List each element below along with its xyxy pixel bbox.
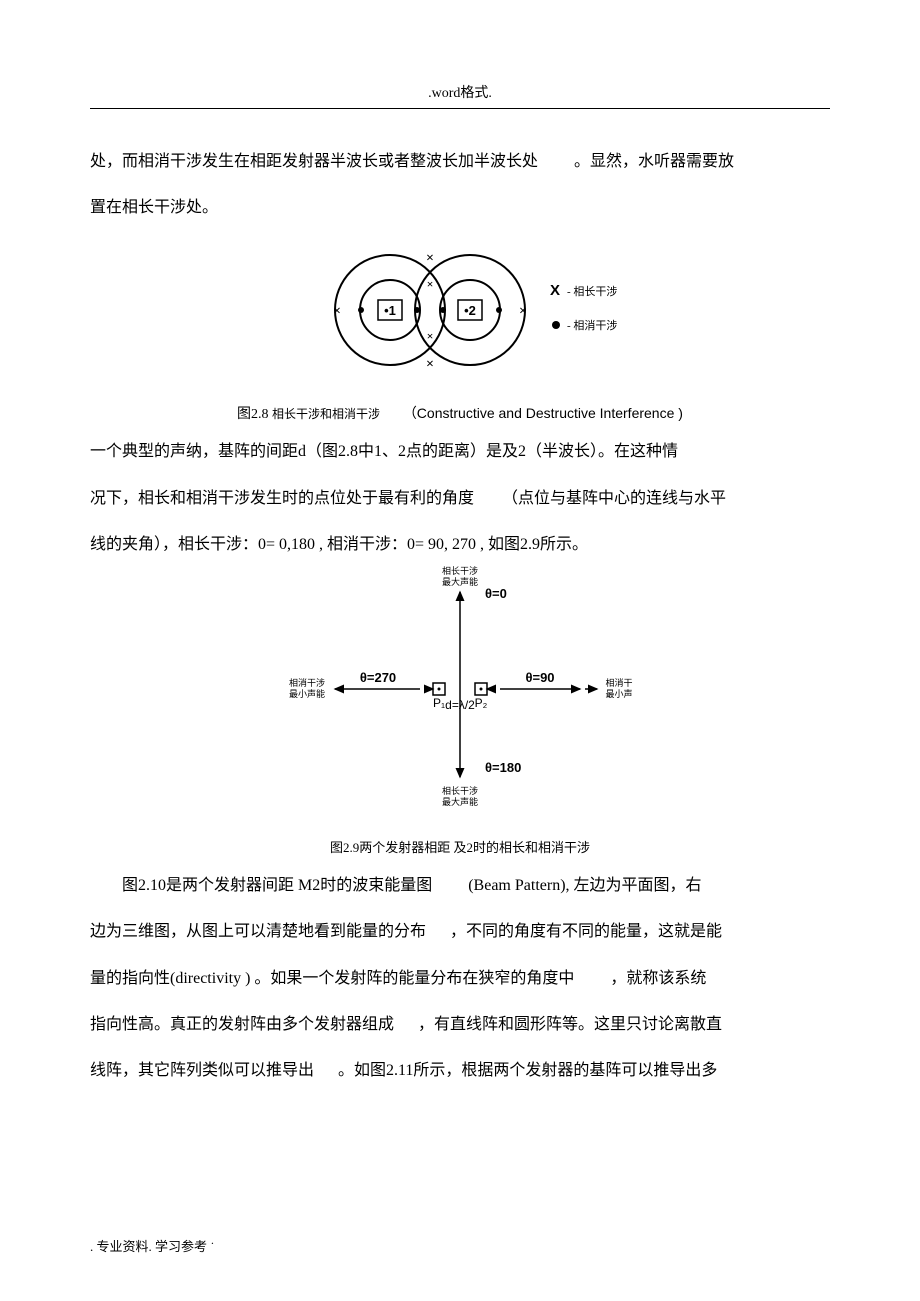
svg-text:×: ×	[426, 357, 434, 372]
caption-text: 图2.9两个发射器相距 及2时的相长和相消干涉	[330, 840, 590, 855]
caption-en: （Constructive and Destructive Interferen…	[403, 405, 683, 421]
paragraph: 量的指向性(directivity ) 。如果一个发射阵的能量分布在狭窄的角度中…	[90, 956, 830, 1002]
svg-text:θ=90: θ=90	[525, 670, 554, 685]
paragraph: 况下，相长和相消干涉发生时的点位处于最有利的角度 （点位与基阵中心的连线与水平	[90, 476, 830, 522]
figure-2-8-svg: •1 •2 × × × × × × X - 相长干涉 - 相消干涉	[295, 240, 625, 380]
paragraph: 处，而相消干涉发生在相距发射器半波长或者整波长加半波长处 。显然，水听器需要放	[90, 139, 830, 185]
footer-text: . 专业资料. 学习参考 ˙	[90, 1239, 215, 1254]
caption-prefix: 图2.8	[237, 407, 272, 422]
svg-text:最大声能: 最大声能	[442, 576, 478, 587]
svg-text:d=λ/2: d=λ/2	[445, 698, 475, 712]
svg-text:相长干涉: 相长干涉	[442, 785, 478, 796]
paragraph: 图2.10是两个发射器间距 M2时的波束能量图 (Beam Pattern), …	[90, 863, 830, 909]
figure-2-9-svg: 相长干涉 最大声能 θ=0 θ=180 相长干涉 最大声能 P₁ P₂ d=λ/…	[275, 562, 645, 817]
svg-text:X: X	[550, 282, 560, 299]
page-footer: . 专业资料. 学习参考 ˙	[90, 1236, 215, 1255]
svg-text:•1: •1	[384, 303, 396, 318]
svg-text:×: ×	[519, 304, 527, 319]
svg-text:θ=270: θ=270	[360, 670, 396, 685]
paragraph: 一个典型的声纳，基阵的间距d（图2.8中1、2点的距离）是及2（半波长）。在这种…	[90, 429, 830, 475]
paragraph: 指向性高。真正的发射阵由多个发射器组成 ，有直线阵和圆形阵等。这里只讨论离散直	[90, 1002, 830, 1048]
svg-text:P₂: P₂	[475, 696, 488, 710]
paragraph: 置在相长干涉处。	[90, 185, 830, 231]
svg-text:θ=0: θ=0	[485, 586, 507, 601]
svg-text:- 相长干涉: - 相长干涉	[567, 284, 617, 298]
caption-cn: 相长干涉和相消干涉	[272, 407, 380, 421]
svg-text:最小声: 最小声	[605, 688, 632, 699]
svg-text:P₁: P₁	[433, 696, 445, 710]
svg-text:最小声能: 最小声能	[289, 688, 325, 699]
svg-text:×: ×	[427, 277, 434, 291]
svg-text:最大声能: 最大声能	[442, 796, 478, 807]
svg-text:×: ×	[426, 251, 434, 266]
svg-text:θ=180: θ=180	[485, 760, 521, 775]
svg-text:•2: •2	[464, 303, 476, 318]
header-text: .word格式.	[428, 86, 492, 101]
svg-text:×: ×	[427, 329, 434, 343]
document-body: 处，而相消干涉发生在相距发射器半波长或者整波长加半波长处 。显然，水听器需要放 …	[0, 109, 920, 1095]
figure-2-8: •1 •2 × × × × × × X - 相长干涉 - 相消干涉	[90, 240, 830, 399]
svg-text:相长干涉: 相长干涉	[442, 565, 478, 576]
figure-2-8-caption: 图2.8 相长干涉和相消干涉 （Constructive and Destruc…	[90, 403, 830, 425]
svg-text:×: ×	[333, 304, 341, 319]
svg-text:- 相消干涉: - 相消干涉	[567, 318, 617, 332]
figure-2-9-caption: 图2.9两个发射器相距 及2时的相长和相消干涉	[90, 839, 830, 857]
svg-text:相消干: 相消干	[605, 677, 632, 688]
paragraph: 线阵，其它阵列类似可以推导出 。如图2.11所示，根据两个发射器的基阵可以推导出…	[90, 1048, 830, 1094]
paragraph: 边为三维图，从图上可以清楚地看到能量的分布 ，不同的角度有不同的能量，这就是能	[90, 909, 830, 955]
figure-2-9: 相长干涉 最大声能 θ=0 θ=180 相长干涉 最大声能 P₁ P₂ d=λ/…	[90, 562, 830, 836]
svg-text:相消干涉: 相消干涉	[289, 677, 325, 688]
page-header: .word格式.	[0, 0, 920, 108]
